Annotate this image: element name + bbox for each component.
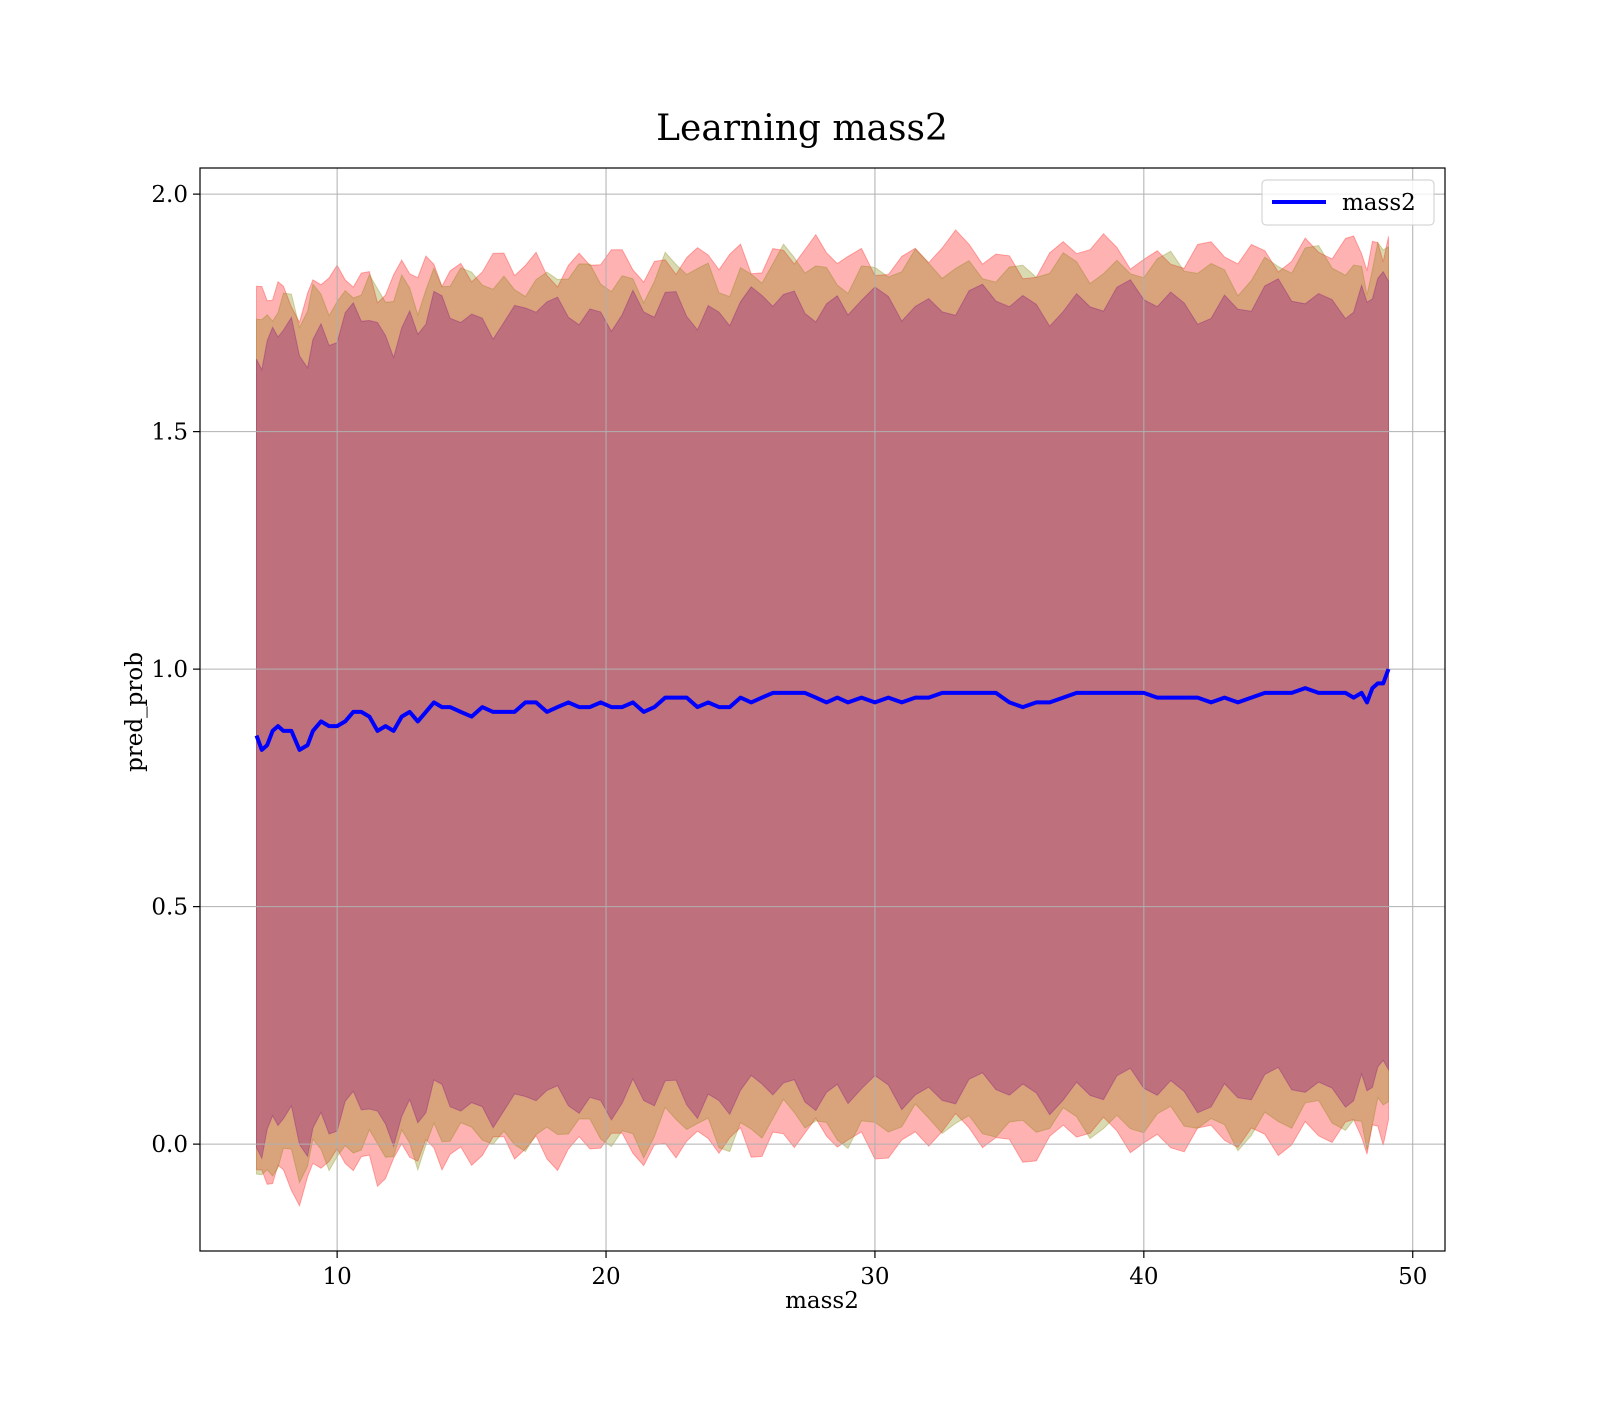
- chart-title: Learning mass2: [656, 108, 948, 149]
- x-axis-label: mass2: [785, 1288, 859, 1314]
- confidence-band-2: [256, 241, 1389, 1184]
- x-tick-label: 20: [591, 1264, 620, 1290]
- confidence-band-1: [256, 229, 1389, 1208]
- plot-area: [256, 229, 1389, 1208]
- grid: [200, 168, 1445, 1251]
- y-tick-label: 1.0: [151, 657, 188, 683]
- series-line-mass2: [254, 668, 1391, 752]
- confidence-band-3: [256, 270, 1389, 1160]
- x-tick-label: 40: [1129, 1264, 1158, 1290]
- x-tick-label: 30: [860, 1264, 889, 1290]
- y-tick-label: 2.0: [151, 182, 188, 208]
- line-layer: [254, 668, 1391, 752]
- y-axis-label: pred_prob: [122, 652, 148, 772]
- legend: mass2: [1261, 179, 1435, 226]
- legend-box: [1261, 179, 1435, 226]
- y-tick-label: 1.5: [151, 420, 188, 446]
- x-tick-label: 10: [322, 1264, 351, 1290]
- y-tick-label: 0.5: [151, 895, 188, 921]
- plot-frame: [199, 167, 1446, 1252]
- y-tick-label: 0.0: [151, 1132, 188, 1158]
- axes: 10 20 30 40 50 0.0 0.5 1.0 1.5 2.0: [151, 182, 1427, 1290]
- legend-entry-label: mass2: [1342, 190, 1416, 216]
- x-tick-label: 50: [1398, 1264, 1427, 1290]
